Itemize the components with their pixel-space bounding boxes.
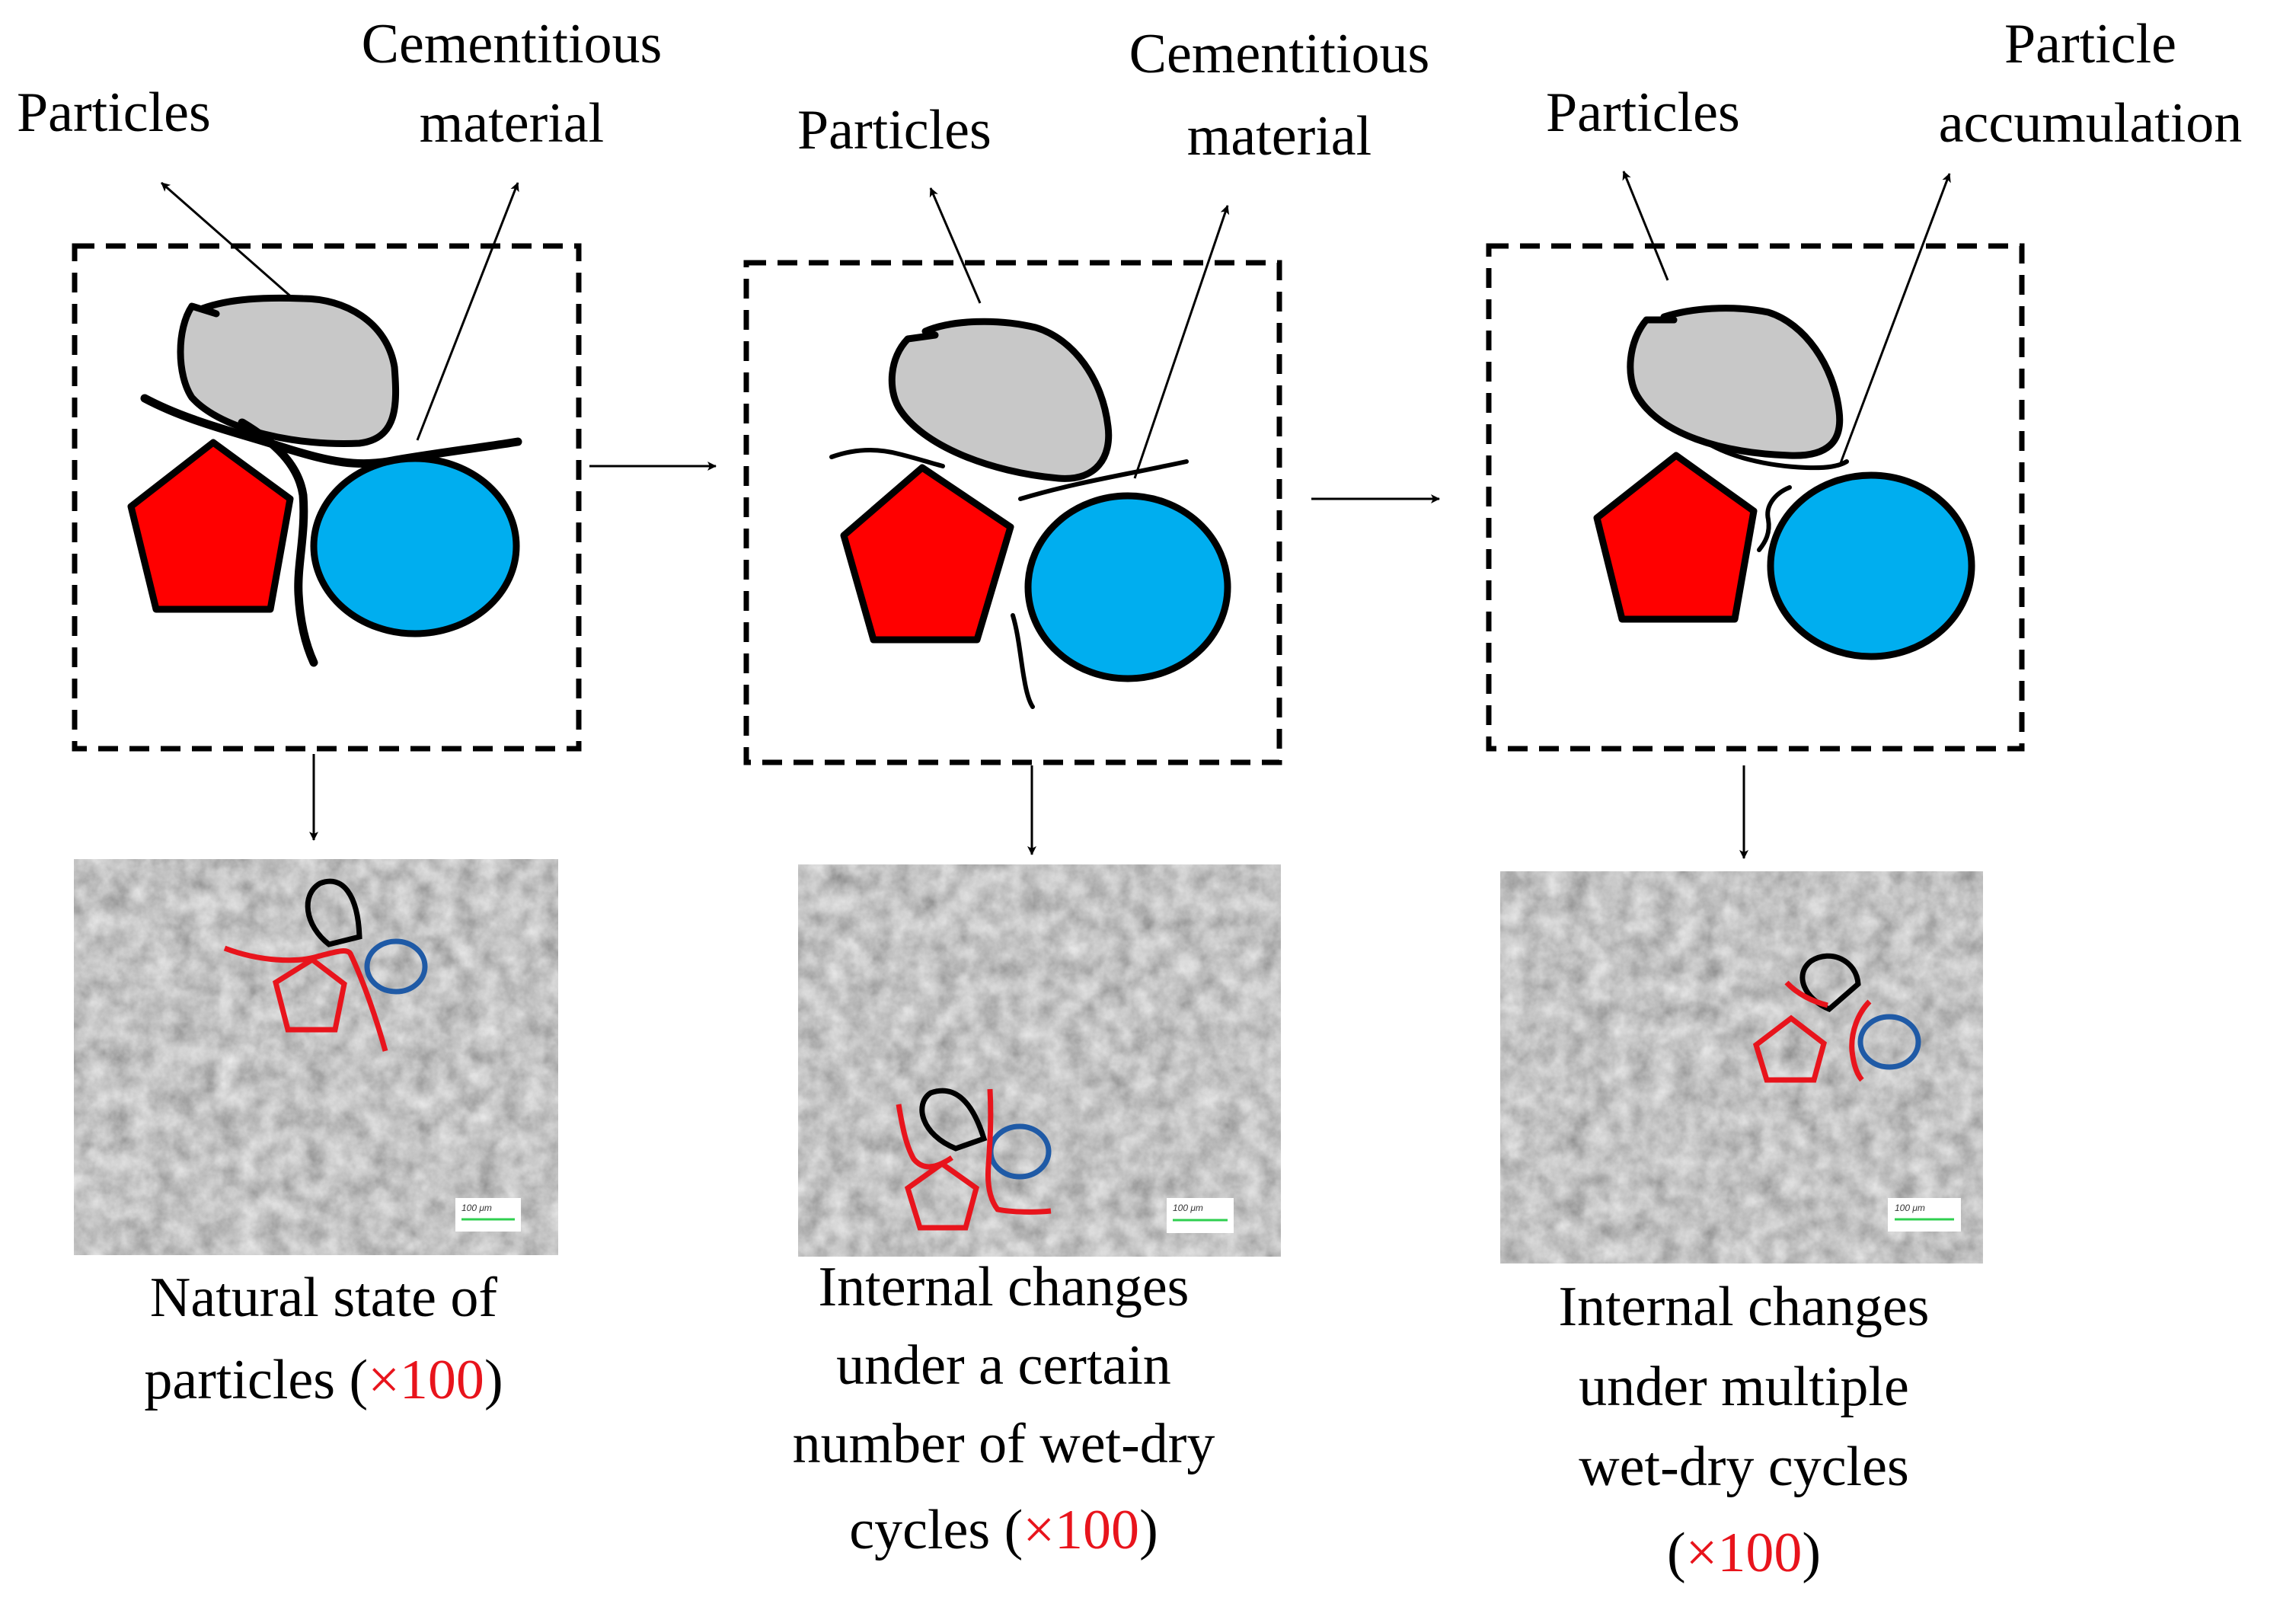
annot-circle <box>1857 1014 1921 1070</box>
cementitious-crack-right <box>1018 459 1189 501</box>
red-pentagon <box>840 464 1014 644</box>
caption-line1: Internal changes <box>819 1256 1190 1318</box>
pointer-arrow-particles <box>161 181 294 300</box>
caption-line2: under multiple <box>1579 1356 1909 1418</box>
annot-pentagon <box>904 1160 980 1231</box>
scale-label: 100 μm <box>461 1203 492 1213</box>
caption-line3: wet-dry cycles <box>1579 1436 1909 1498</box>
sem-micrograph-1: 100 μm <box>74 859 558 1255</box>
cementitious-crack-left <box>829 448 945 468</box>
label-accumulation-line1: Particle <box>2004 13 2176 75</box>
gray-particle <box>1627 305 1844 459</box>
panel-3: Particles Particle accumulation 100 μm I… <box>1486 13 2243 1584</box>
gray-particle <box>177 294 400 447</box>
annot-pentagon <box>1752 1014 1827 1083</box>
label-particles: Particles <box>797 99 992 161</box>
caption-line2: under a certain <box>836 1334 1171 1397</box>
pointer-arrow-particles <box>929 187 982 304</box>
annot-crack-right <box>985 1088 1052 1215</box>
pointer-arrow-particles <box>1622 171 1669 281</box>
annot-circle <box>364 938 428 995</box>
caption-line1: Natural state of <box>150 1267 497 1329</box>
blue-circle <box>1024 492 1231 682</box>
sem-micrograph-2: 100 μm <box>798 864 1281 1257</box>
cementitious-crack-vertical <box>238 418 318 667</box>
sem-micrograph-3: 100 μm <box>1500 871 1983 1264</box>
gray-particle <box>888 318 1113 482</box>
scale-bar-box <box>455 1198 521 1232</box>
schematic-frame <box>72 243 582 752</box>
blue-circle <box>310 455 520 637</box>
annot-crack <box>223 945 388 1052</box>
scale-label: 100 μm <box>1895 1203 1925 1213</box>
label-cementitious-line2: material <box>420 92 604 155</box>
annot-crack-upper <box>1784 980 1828 1008</box>
caption-line2: particles (×100) <box>144 1349 503 1411</box>
red-pentagon <box>127 439 294 613</box>
pointer-arrow-cementitious <box>416 182 519 441</box>
annot-particle-outline <box>919 1088 988 1152</box>
schematic-frame <box>1486 243 2025 752</box>
caption-line1: Internal changes <box>1559 1276 1930 1338</box>
schematic-frame <box>743 260 1282 765</box>
caption-2: Internal changes under a certain number … <box>793 1256 1215 1561</box>
annot-pentagon <box>272 956 347 1033</box>
label-cementitious-line2: material <box>1187 105 1372 168</box>
label-particles: Particles <box>1546 81 1740 144</box>
pointer-arrow-cementitious <box>1133 205 1230 479</box>
cementitious-crack-lower <box>1011 613 1035 709</box>
scale-label: 100 μm <box>1173 1203 1203 1213</box>
cementitious-crack-upper <box>140 394 522 468</box>
accumulation-crack <box>1757 485 1792 552</box>
annot-crack-left <box>896 1104 953 1170</box>
label-cementitious-line1: Cementitious <box>362 13 663 75</box>
panel-2: Particles Cementitious material 100 μm I… <box>743 23 1430 1561</box>
label-cementitious-line1: Cementitious <box>1129 23 1430 85</box>
label-accumulation-line2: accumulation <box>1939 92 2243 155</box>
label-particles: Particles <box>17 81 211 144</box>
caption-1: Natural state of particles (×100) <box>144 1267 503 1411</box>
red-pentagon <box>1593 452 1758 623</box>
caption-line4: cycles (×100) <box>849 1499 1158 1561</box>
caption-line4: (×100) <box>1667 1522 1821 1584</box>
pointer-arrow-accumulation <box>1839 173 1951 464</box>
annot-particle-outline <box>305 878 362 947</box>
scale-bar-box <box>1888 1198 1961 1232</box>
caption-3: Internal changes under multiple wet-dry … <box>1559 1276 1930 1584</box>
scale-bar-box <box>1167 1198 1234 1233</box>
annot-particle-outline <box>1799 953 1861 1013</box>
blue-circle <box>1767 471 1975 660</box>
caption-line3: number of wet-dry <box>793 1413 1215 1475</box>
gray-particle-shell <box>1700 438 1849 471</box>
annot-crack-lower <box>1849 999 1872 1082</box>
panel-1: Particles Cementitious material 100 μm N… <box>17 13 662 1411</box>
